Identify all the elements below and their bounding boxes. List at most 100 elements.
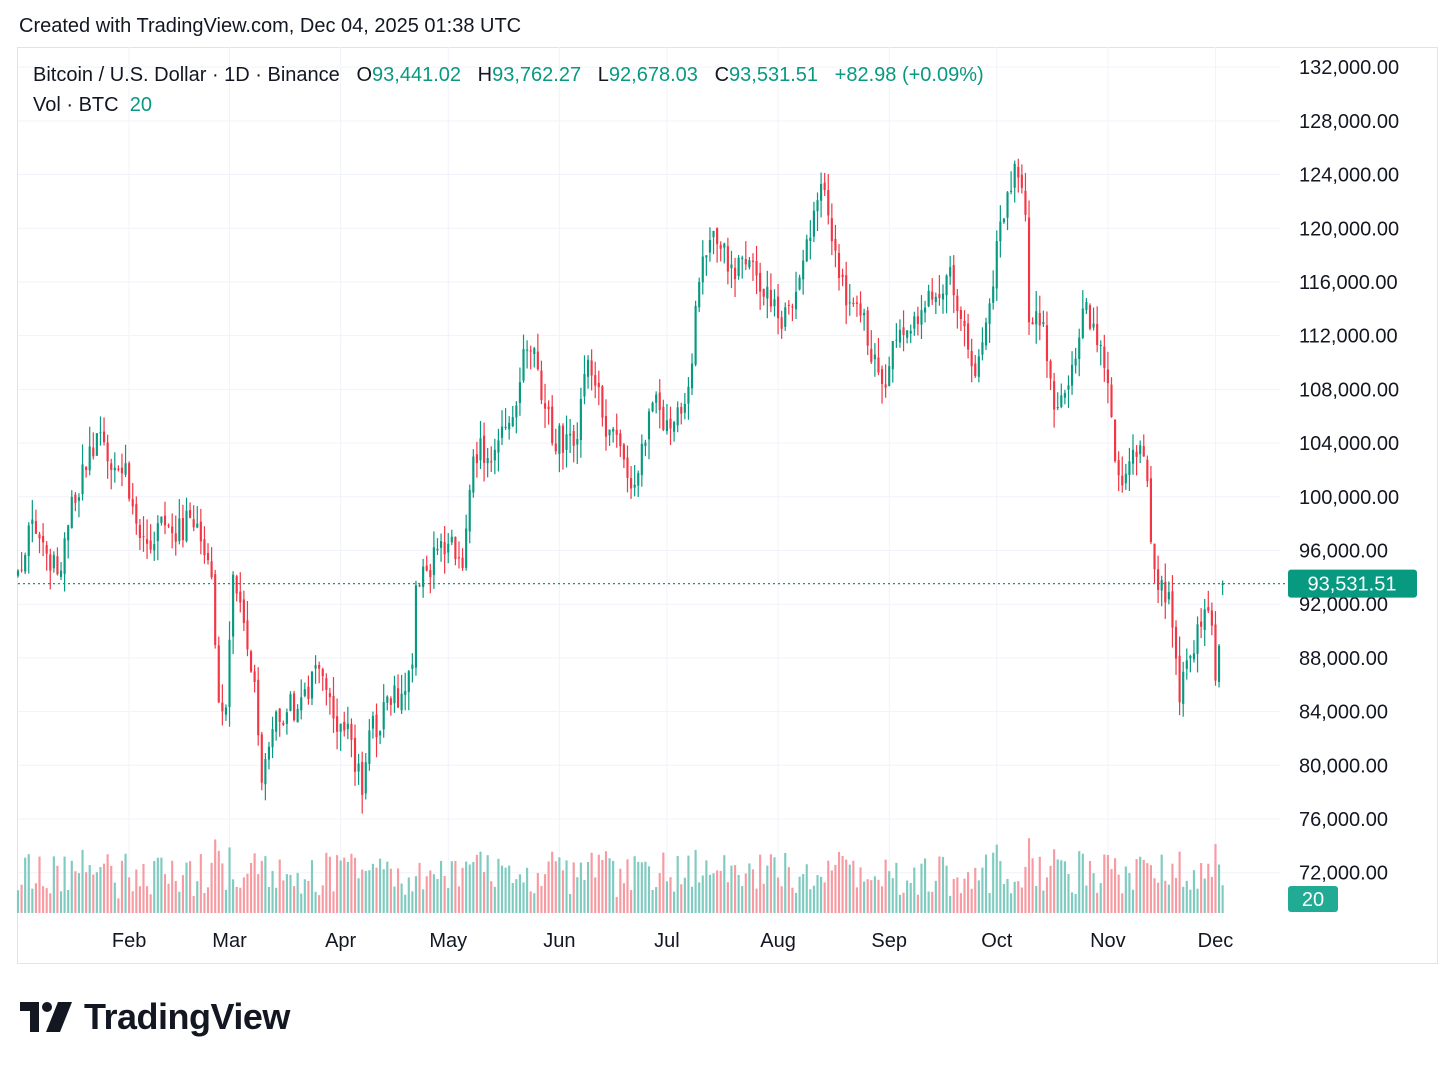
candle-body <box>1164 581 1167 603</box>
volume-bar <box>805 864 808 913</box>
volume-bar <box>1002 883 1006 913</box>
candle-body <box>518 382 522 403</box>
candle-body <box>142 536 145 538</box>
tradingview-wordmark: TradingView <box>84 996 290 1037</box>
volume-bar <box>1106 854 1109 913</box>
volume-bar <box>404 894 407 913</box>
volume-bar <box>267 886 271 913</box>
candle-body <box>701 256 704 283</box>
volume-bar <box>1092 873 1095 913</box>
volume-bar <box>210 862 213 913</box>
volume-bar <box>594 877 597 913</box>
volume-bar <box>307 880 310 913</box>
volume-bar <box>1164 880 1167 913</box>
volume-bar <box>189 861 192 913</box>
volume-bar <box>332 891 335 913</box>
candle-body <box>776 296 780 319</box>
volume-bar <box>802 874 805 913</box>
candle-body <box>124 463 127 475</box>
candle-body <box>475 454 478 464</box>
volume-bar <box>837 851 841 913</box>
volume-bar <box>63 856 66 913</box>
candle-body <box>1153 543 1156 570</box>
candle-body <box>898 329 902 343</box>
candle-body <box>149 540 152 550</box>
volume-bar <box>328 856 331 913</box>
volume-bar <box>526 867 529 913</box>
open-label: O <box>356 64 373 86</box>
candle-body <box>328 693 331 698</box>
volume-bar <box>454 860 457 913</box>
volume-bar <box>296 872 299 913</box>
volume-bar <box>916 894 919 913</box>
candle-body <box>1149 478 1153 543</box>
candle-body <box>551 406 554 444</box>
volume-bar <box>938 856 941 913</box>
volume-bar <box>1110 869 1113 913</box>
volume-bar <box>113 882 116 913</box>
candle-body <box>27 525 30 556</box>
candle-body <box>741 257 744 260</box>
x-tick-label: Feb <box>112 930 146 952</box>
volume-bar <box>1171 863 1174 913</box>
volume-bar <box>99 867 102 913</box>
candle-body <box>217 645 220 703</box>
candle-body <box>622 444 625 460</box>
candle-body <box>540 370 543 401</box>
volume-bar <box>673 891 676 913</box>
volume-bar <box>149 894 152 913</box>
candle-body <box>138 525 141 538</box>
volume-bar <box>1146 863 1149 913</box>
volume-bar <box>1042 890 1045 913</box>
price-candles <box>16 158 1224 814</box>
x-tick-label: Mar <box>212 930 247 952</box>
candle-body <box>185 510 188 542</box>
candle-body <box>314 665 317 669</box>
volume-bar <box>762 883 765 913</box>
volume-bar <box>16 890 20 913</box>
candle-body <box>500 426 504 438</box>
candle-body <box>282 722 285 725</box>
volume-legend: Vol · BTC 20 <box>33 94 152 117</box>
volume-bar <box>443 876 446 913</box>
volume-bar <box>1200 863 1203 913</box>
volume-bar <box>572 862 575 913</box>
candle-body <box>1192 653 1196 660</box>
volume-bar <box>500 865 504 913</box>
volume-bar <box>694 849 697 913</box>
volume-bar <box>253 853 256 913</box>
low-label: L <box>597 64 609 86</box>
candle-body <box>117 468 120 470</box>
volume-bar <box>239 887 242 913</box>
ohlc-legend: Bitcoin / U.S. Dollar · 1D · Binance O93… <box>33 64 984 87</box>
volume-bar <box>371 863 375 913</box>
volume-bar <box>192 896 195 913</box>
volume-bar <box>662 852 665 913</box>
volume-bar <box>120 860 124 913</box>
volume-bar <box>429 870 432 913</box>
candle-body <box>1106 369 1109 384</box>
y-tick-label: 92,000.00 <box>1299 594 1388 616</box>
candle-body <box>959 310 962 319</box>
candle-body <box>1042 322 1045 325</box>
tradingview-logo[interactable]: TradingView <box>20 996 290 1038</box>
volume-bar <box>1128 872 1131 913</box>
volume-bar <box>1049 865 1052 913</box>
volume-bar <box>619 868 622 913</box>
volume-bar <box>529 891 532 913</box>
candle-body <box>246 620 249 650</box>
volume-bar <box>31 888 34 913</box>
volume-bar <box>1139 856 1142 913</box>
volume-bar <box>1081 853 1084 913</box>
volume-bar <box>1063 861 1066 913</box>
volume-bar <box>257 874 260 913</box>
open-value: 93,441.02 <box>372 64 461 86</box>
candle-body <box>465 528 468 568</box>
candle-body <box>970 351 973 367</box>
volume-bar <box>81 849 84 913</box>
time-axis: Feb Mar Apr May Jun Jul Aug Sep Oct Nov Dec <box>112 930 1233 952</box>
volume-bar <box>375 867 378 913</box>
candle-body <box>995 241 998 289</box>
candle-body <box>612 428 615 432</box>
